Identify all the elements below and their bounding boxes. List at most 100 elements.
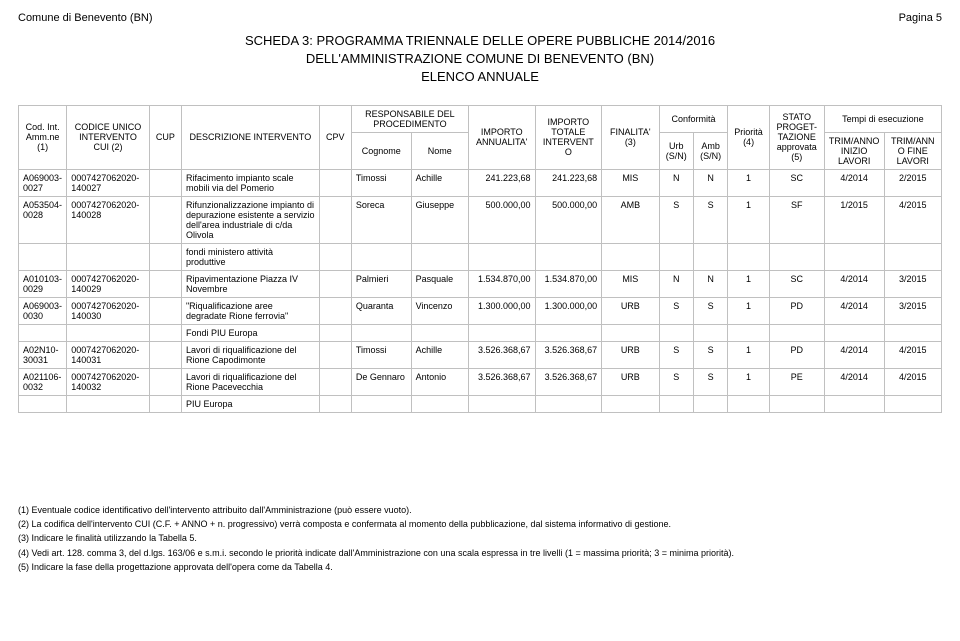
page-header: Comune di Benevento (BN) Pagina 5 [18, 12, 942, 24]
cell-cod: A069003-0030 [19, 297, 67, 324]
col-cognome: Cognome [351, 132, 411, 169]
cell-amb: S [693, 196, 727, 243]
cell-trimFine: 2/2015 [884, 169, 942, 196]
col-conf-group: Conformità [659, 105, 728, 132]
cell-cup [149, 341, 181, 368]
table-row: A010103-00290007427062020-140029Ripavime… [19, 270, 942, 297]
header-right: Pagina 5 [899, 12, 942, 24]
cell-trimInizio: 4/2014 [824, 341, 884, 368]
col-urb: Urb (S/N) [659, 132, 693, 169]
footnote-2: (2) La codifica dell'intervento CUI (C.F… [18, 517, 942, 531]
cell-priorita: 1 [728, 270, 769, 297]
cell-cui: 0007427062020-140030 [67, 297, 150, 324]
table-row: A053504-00280007427062020-140028Rifunzio… [19, 196, 942, 243]
note-cell: Fondi PIU Europa [181, 324, 319, 341]
cell-stato: PE [769, 368, 824, 395]
cell-nome: Pasquale [411, 270, 468, 297]
cell-urb: S [659, 341, 693, 368]
cell-nome: Vincenzo [411, 297, 468, 324]
cell-trimFine: 3/2015 [884, 270, 942, 297]
cell-cod: A069003-0027 [19, 169, 67, 196]
cell-cognome: De Gennaro [351, 368, 411, 395]
cell-impTot: 1.300.000,00 [535, 297, 602, 324]
cell-trimFine: 4/2015 [884, 341, 942, 368]
cell-impAnn: 241.223,68 [468, 169, 535, 196]
cell-trimFine: 4/2015 [884, 196, 942, 243]
cell-amb: S [693, 297, 727, 324]
col-cui: CODICE UNICO INTERVENTO CUI (2) [67, 105, 150, 169]
col-impann: IMPORTO ANNUALITA' [468, 105, 535, 169]
cell-trimInizio: 4/2014 [824, 297, 884, 324]
cell-nome: Giuseppe [411, 196, 468, 243]
note-row: PIU Europa [19, 395, 942, 412]
cell-nome: Achille [411, 341, 468, 368]
cell-impTot: 3.526.368,67 [535, 368, 602, 395]
cell-nome: Antonio [411, 368, 468, 395]
col-stato: STATO PROGET-TAZIONE approvata (5) [769, 105, 824, 169]
cell-finalita: AMB [602, 196, 659, 243]
cell-urb: S [659, 368, 693, 395]
note-row: fondi ministero attività produttive [19, 243, 942, 270]
cell-amb: N [693, 270, 727, 297]
cell-trimInizio: 1/2015 [824, 196, 884, 243]
cell-trimInizio: 4/2014 [824, 169, 884, 196]
cell-cognome: Timossi [351, 341, 411, 368]
cell-finalita: URB [602, 297, 659, 324]
col-cup: CUP [149, 105, 181, 169]
cell-descr: Rifunzionalizzazione impianto di depuraz… [181, 196, 319, 243]
cell-impTot: 241.223,68 [535, 169, 602, 196]
col-imptot: IMPORTO TOTALE INTERVENTO [535, 105, 602, 169]
title-line3: ELENCO ANNUALE [18, 68, 942, 86]
cell-urb: S [659, 297, 693, 324]
table-row: A02N10-300310007427062020-140031Lavori d… [19, 341, 942, 368]
cell-cpv [319, 297, 351, 324]
cell-descr: Ripavimentazione Piazza IV Novembre [181, 270, 319, 297]
col-cpv: CPV [319, 105, 351, 169]
cell-descr: "Riqualificazione aree degradate Rione f… [181, 297, 319, 324]
cell-cup [149, 270, 181, 297]
cell-cup [149, 297, 181, 324]
cell-cpv [319, 341, 351, 368]
cell-urb: N [659, 270, 693, 297]
cell-trimInizio: 4/2014 [824, 368, 884, 395]
cell-impTot: 500.000,00 [535, 196, 602, 243]
cell-impAnn: 1.534.870,00 [468, 270, 535, 297]
table-row: A069003-00300007427062020-140030 "Riquali… [19, 297, 942, 324]
col-finalita: FINALITA' (3) [602, 105, 659, 169]
cell-cod: A021106-0032 [19, 368, 67, 395]
title-line1: SCHEDA 3: PROGRAMMA TRIENNALE DELLE OPER… [18, 32, 942, 50]
cell-impAnn: 3.526.368,67 [468, 341, 535, 368]
cell-cognome: Soreca [351, 196, 411, 243]
cell-impTot: 1.534.870,00 [535, 270, 602, 297]
title-line2: DELL'AMMINISTRAZIONE COMUNE DI BENEVENTO… [18, 50, 942, 68]
cell-cpv [319, 196, 351, 243]
cell-impAnn: 3.526.368,67 [468, 368, 535, 395]
note-row: Fondi PIU Europa [19, 324, 942, 341]
cell-finalita: URB [602, 341, 659, 368]
footnote-3: (3) Indicare le finalità utilizzando la … [18, 531, 942, 545]
table-header: Cod. Int. Amm.ne (1) CODICE UNICO INTERV… [19, 105, 942, 169]
cell-cognome: Quaranta [351, 297, 411, 324]
col-descr: DESCRIZIONE INTERVENTO [181, 105, 319, 169]
cell-cpv [319, 169, 351, 196]
cell-amb: S [693, 368, 727, 395]
col-tempi-group: Tempi di esecuzione [824, 105, 941, 132]
cell-cui: 0007427062020-140032 [67, 368, 150, 395]
cell-priorita: 1 [728, 297, 769, 324]
cell-cup [149, 368, 181, 395]
cell-cognome: Timossi [351, 169, 411, 196]
col-amb: Amb (S/N) [693, 132, 727, 169]
cell-priorita: 1 [728, 341, 769, 368]
footnotes: (1) Eventuale codice identificativo dell… [18, 503, 942, 575]
cell-trimInizio: 4/2014 [824, 270, 884, 297]
cell-trimFine: 3/2015 [884, 297, 942, 324]
col-resp-group: RESPONSABILE DEL PROCEDIMENTO [351, 105, 468, 132]
main-table: Cod. Int. Amm.ne (1) CODICE UNICO INTERV… [18, 105, 942, 413]
cell-finalita: MIS [602, 270, 659, 297]
header-left: Comune di Benevento (BN) [18, 12, 153, 24]
title-block: SCHEDA 3: PROGRAMMA TRIENNALE DELLE OPER… [18, 32, 942, 87]
cell-trimFine: 4/2015 [884, 368, 942, 395]
cell-amb: N [693, 169, 727, 196]
cell-cup [149, 169, 181, 196]
cell-stato: SF [769, 196, 824, 243]
